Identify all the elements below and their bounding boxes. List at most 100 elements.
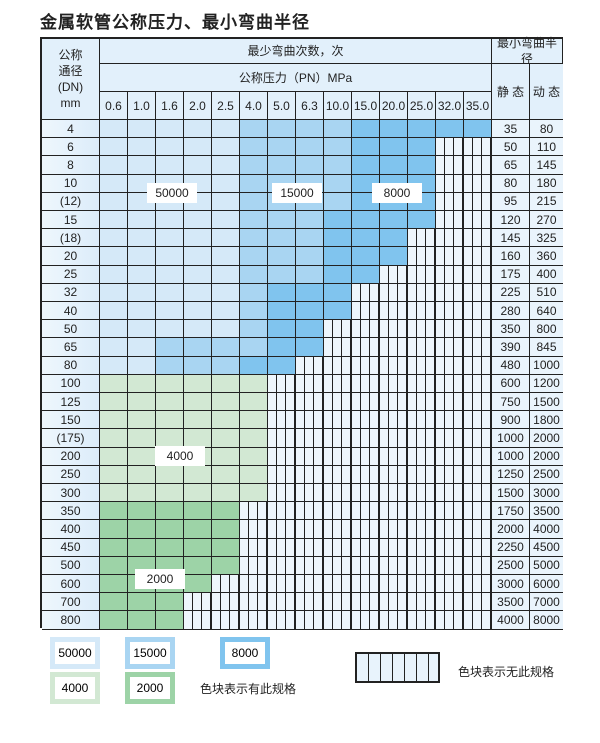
available-cell <box>296 247 324 266</box>
unavailable-cell <box>380 465 408 484</box>
unavailable-cell <box>324 447 352 466</box>
unavailable-cell <box>324 520 352 539</box>
unavailable-cell <box>464 265 492 284</box>
unavailable-cell <box>436 593 464 612</box>
available-cell <box>212 484 240 503</box>
dynamic-radius-cell: 270 <box>530 211 563 230</box>
available-cell <box>268 156 296 175</box>
available-cell <box>100 575 128 594</box>
available-cell <box>240 283 268 302</box>
unavailable-cell <box>268 502 296 521</box>
unavailable-cell <box>296 593 324 612</box>
static-radius-cell: 1000 <box>492 447 530 466</box>
unavailable-cell <box>352 447 380 466</box>
unavailable-cell <box>464 556 492 575</box>
available-cell <box>128 502 156 521</box>
available-cell <box>408 211 436 230</box>
dn-cell: 350 <box>42 502 100 521</box>
static-radius-cell: 600 <box>492 374 530 393</box>
unavailable-cell <box>296 538 324 557</box>
dynamic-radius-cell: 4500 <box>530 538 563 557</box>
available-cell <box>156 283 184 302</box>
dn-cell: 80 <box>42 356 100 375</box>
dynamic-radius-cell: 510 <box>530 283 563 302</box>
dn-cell: 10 <box>42 174 100 193</box>
unavailable-cell <box>464 156 492 175</box>
available-cell <box>128 465 156 484</box>
unavailable-cell <box>464 575 492 594</box>
available-cell <box>100 356 128 375</box>
unavailable-cell <box>268 556 296 575</box>
unavailable-cell <box>436 229 464 248</box>
unavailable-cell <box>240 611 268 630</box>
available-cell <box>156 611 184 630</box>
static-radius-cell: 1250 <box>492 465 530 484</box>
unavailable-cell <box>380 411 408 430</box>
available-cell <box>128 447 156 466</box>
unavailable-cell <box>408 556 436 575</box>
region-label-4000: 4000 <box>155 446 205 466</box>
unavailable-cell <box>240 520 268 539</box>
available-cell <box>128 211 156 230</box>
available-cell <box>268 138 296 157</box>
pressure-column-header: 1.6 <box>156 92 184 120</box>
unavailable-cell <box>240 502 268 521</box>
unavailable-cell <box>408 538 436 557</box>
pressure-column-header: 15.0 <box>352 92 380 120</box>
available-cell <box>128 484 156 503</box>
legend-label: 15000 <box>133 646 167 660</box>
unavailable-cell <box>296 484 324 503</box>
unavailable-cell <box>268 575 296 594</box>
available-cell <box>240 156 268 175</box>
pressure-column-header: 32.0 <box>436 92 464 120</box>
dynamic-radius-cell: 3500 <box>530 502 563 521</box>
pressure-column-header: 5.0 <box>268 92 296 120</box>
unavailable-cell <box>324 593 352 612</box>
unavailable-cell <box>324 393 352 412</box>
available-cell <box>296 120 324 139</box>
unavailable-cell <box>240 593 268 612</box>
available-cell <box>324 138 352 157</box>
available-cell <box>100 393 128 412</box>
available-cell <box>324 302 352 321</box>
pressure-column-header: 2.5 <box>212 92 240 120</box>
unavailable-cell <box>464 192 492 211</box>
available-cell <box>100 484 128 503</box>
available-cell <box>464 120 492 139</box>
available-cell <box>128 138 156 157</box>
available-cell <box>436 120 464 139</box>
available-cell <box>212 356 240 375</box>
available-cell <box>128 247 156 266</box>
available-cell <box>240 211 268 230</box>
available-cell <box>184 393 212 412</box>
available-cell <box>268 120 296 139</box>
static-radius-cell: 1500 <box>492 484 530 503</box>
available-cell <box>324 174 352 193</box>
available-cell <box>240 447 268 466</box>
static-radius-cell: 2250 <box>492 538 530 557</box>
legend-label: 8000 <box>231 646 259 660</box>
unavailable-cell <box>408 593 436 612</box>
pressure-column-header: 35.0 <box>464 92 492 120</box>
available-cell <box>184 247 212 266</box>
unavailable-cell <box>408 229 436 248</box>
available-cell <box>156 429 184 448</box>
unavailable-cell <box>464 320 492 339</box>
unavailable-cell <box>408 393 436 412</box>
legend-50000: 50000 <box>50 637 100 669</box>
available-cell <box>184 538 212 557</box>
available-cell <box>184 520 212 539</box>
unavailable-cell <box>464 283 492 302</box>
unavailable-cell <box>436 611 464 630</box>
unavailable-cell <box>296 520 324 539</box>
unavailable-cell <box>436 283 464 302</box>
unavailable-cell <box>464 593 492 612</box>
available-cell <box>100 229 128 248</box>
unavailable-cell <box>380 338 408 357</box>
static-radius-cell: 225 <box>492 283 530 302</box>
available-cell <box>212 247 240 266</box>
available-cell <box>212 447 240 466</box>
unavailable-cell <box>436 393 464 412</box>
available-cell <box>156 593 184 612</box>
unavailable-cell <box>436 575 464 594</box>
